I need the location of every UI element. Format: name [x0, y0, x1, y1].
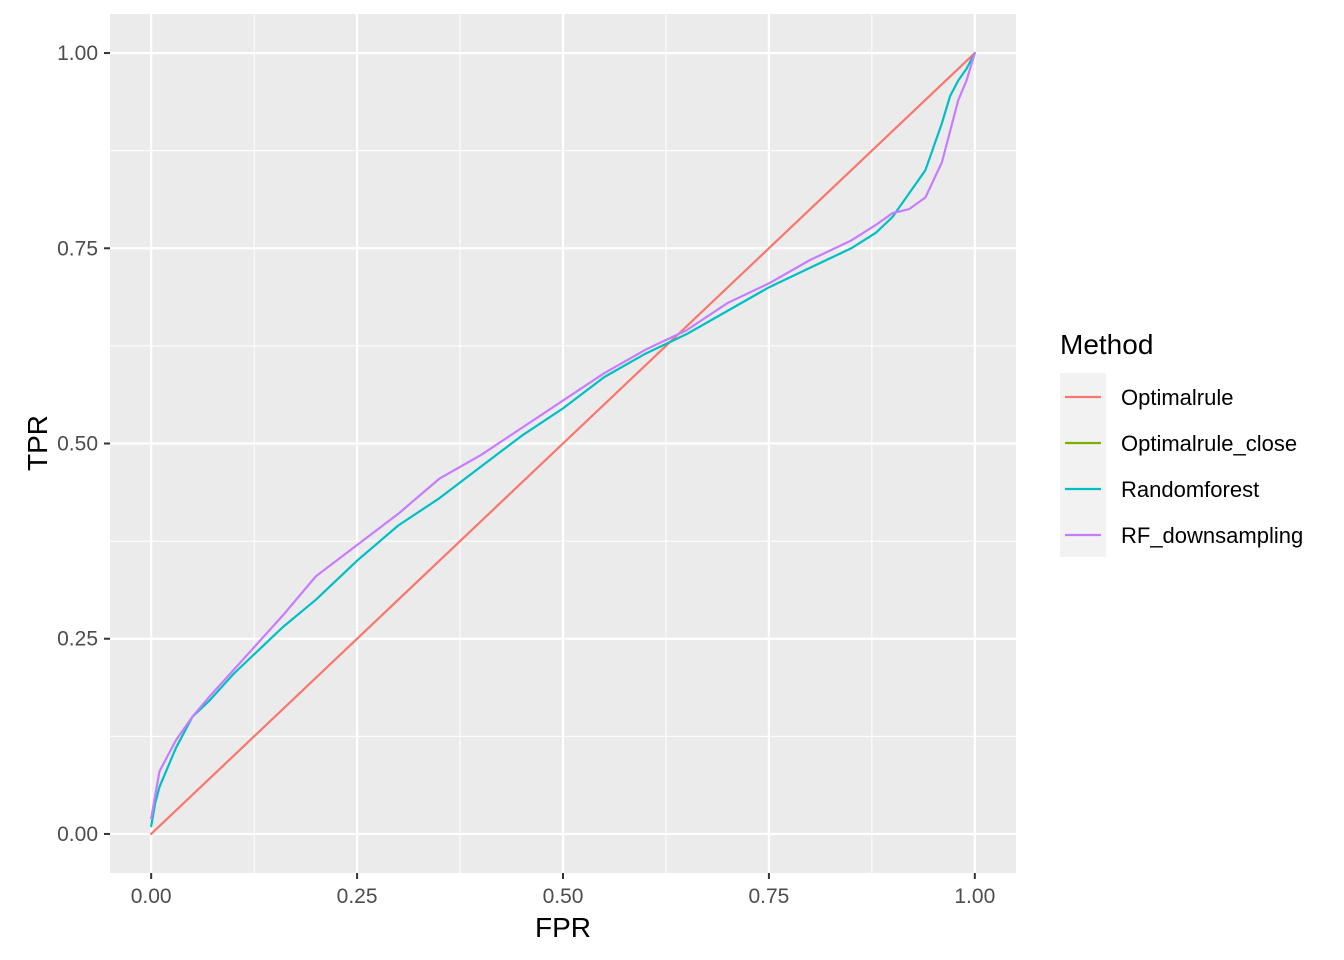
x-tick-label: 0.50 — [543, 885, 584, 908]
x-tick-label: 0.00 — [131, 885, 172, 908]
y-tick-label: 1.00 — [57, 42, 98, 65]
x-axis-title: FPR — [535, 912, 591, 943]
legend: Method Optimalrule Optimalrule_close Rando… — [1060, 329, 1303, 557]
legend-title: Method — [1060, 329, 1153, 360]
series-layer — [150, 51, 976, 836]
legend-label: RF_downsampling — [1121, 523, 1303, 548]
legend-label: Optimalrule_close — [1121, 431, 1297, 456]
x-tick-label: 1.00 — [954, 885, 995, 908]
x-axis: 0.00 0.25 0.50 0.75 1.00 — [131, 873, 995, 908]
y-axis: 0.00 0.25 0.50 0.75 1.00 — [57, 42, 110, 846]
legend-entries: Optimalrule Optimalrule_close Randomforest… — [1065, 385, 1303, 548]
y-tick-label: 0.75 — [57, 237, 98, 260]
series-line-rf-downsampling — [150, 51, 976, 820]
y-axis-title: TPR — [22, 415, 53, 471]
legend-label: Optimalrule — [1121, 385, 1233, 410]
y-tick-label: 0.00 — [57, 823, 98, 846]
series-line-optimalrule — [150, 51, 976, 836]
x-tick-label: 0.25 — [337, 885, 378, 908]
legend-label: Randomforest — [1121, 477, 1259, 502]
y-tick-label: 0.25 — [57, 628, 98, 651]
y-tick-label: 0.50 — [57, 433, 98, 456]
series-line-randomforest — [150, 51, 976, 828]
x-tick-label: 0.75 — [748, 885, 789, 908]
legend-key-background — [1060, 373, 1106, 557]
